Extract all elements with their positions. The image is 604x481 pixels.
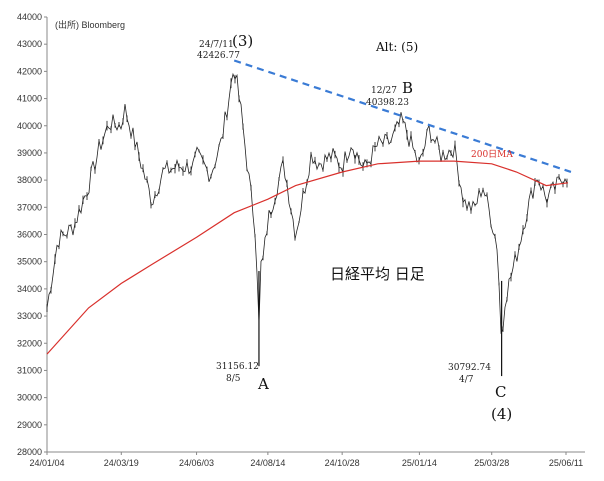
annotation-date-peak: 24/7/11 (199, 40, 234, 50)
y-tick-label: 44000 (17, 12, 42, 22)
x-tick-label: 25/03/28 (474, 458, 509, 468)
ma200-line (46, 160, 569, 355)
y-tick-label: 43000 (17, 39, 42, 49)
annotation-value-peak: 42426.77 (197, 51, 240, 61)
annotation-value-a: 31156.12 (216, 362, 259, 372)
annotation-date-c: 4/7 (459, 375, 474, 385)
y-tick-label: 36000 (17, 230, 42, 240)
wave-label-3: (3) (232, 32, 253, 50)
y-tick-label: 39000 (17, 148, 42, 158)
y-tick-label: 42000 (17, 66, 42, 76)
y-tick-label: 38000 (17, 175, 42, 185)
x-tick-label: 24/06/03 (179, 458, 214, 468)
wave-label-b: B (402, 79, 413, 97)
x-tick-label: 24/03/19 (104, 458, 139, 468)
x-tick-label: 24/01/04 (29, 458, 64, 468)
wave-label-4: (4) (491, 405, 512, 423)
y-tick-label: 28000 (17, 447, 42, 457)
x-tick-label: 24/10/28 (325, 458, 360, 468)
y-tick-label: 30000 (17, 393, 42, 403)
wave-label-c: C (495, 383, 506, 401)
wave-label-a: A (257, 375, 269, 393)
annotation-date-a: 8/5 (226, 374, 241, 384)
annotation-date-b: 12/27 (371, 86, 397, 96)
x-tick-label: 24/08/14 (250, 458, 285, 468)
resistance-trendline (233, 59, 572, 174)
price-series-line (46, 72, 568, 335)
chart-title: 日経平均 日足 (330, 265, 425, 283)
y-tick-label: 40000 (17, 121, 42, 131)
annotation-value-c: 30792.74 (448, 363, 491, 373)
y-tick-label: 35000 (17, 257, 42, 267)
y-tick-label: 37000 (17, 202, 42, 212)
y-tick-label: 33000 (17, 311, 42, 321)
x-tick-label: 25/01/14 (402, 458, 437, 468)
ma200-label: 200日MA (471, 149, 513, 160)
y-tick-label: 32000 (17, 338, 42, 348)
y-tick-label: 41000 (17, 94, 42, 104)
annotation-value-b: 40398.23 (366, 98, 409, 108)
y-tick-label: 31000 (17, 365, 42, 375)
x-tick-label: 25/06/11 (549, 458, 583, 468)
source-label: (出所) Bloomberg (55, 19, 125, 30)
y-tick-label: 29000 (17, 420, 42, 430)
y-tick-label: 34000 (17, 284, 42, 294)
annotation-alt-5: Alt: (5) (375, 40, 418, 54)
